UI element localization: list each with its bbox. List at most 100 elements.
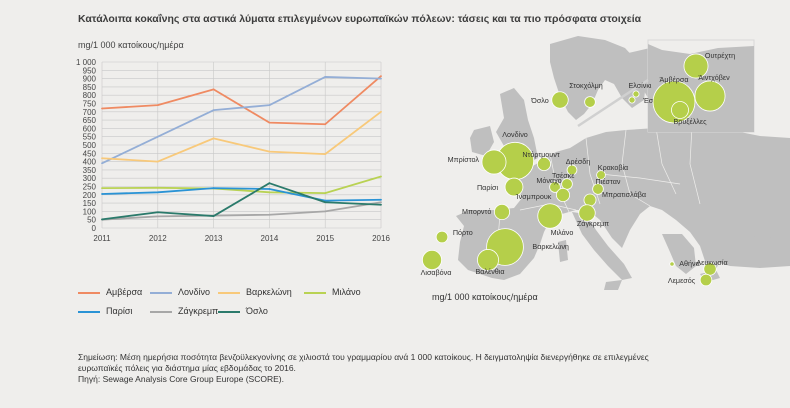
- data-point: [380, 175, 382, 178]
- data-point: [156, 191, 159, 194]
- series-line-Λονδίνο: [101, 76, 382, 165]
- legend-swatch: [218, 291, 240, 294]
- legend-item: Παρίσι: [78, 306, 132, 316]
- data-point: [101, 107, 103, 110]
- series-line-Αμβέρσα: [101, 75, 382, 126]
- city-label: Ελσίνκι: [628, 81, 651, 90]
- city-label: Λισαβόνα: [421, 268, 452, 277]
- series-line-Μιλάνο: [101, 175, 382, 195]
- data-point: [324, 199, 327, 202]
- y-tick-label: 250: [83, 183, 97, 192]
- data-point: [156, 215, 159, 218]
- data-point: [324, 210, 327, 213]
- city-label: Βρυξέλλες: [673, 117, 707, 126]
- series-line-Όσλο: [101, 182, 382, 221]
- y-tick-label: 500: [83, 141, 97, 150]
- y-axis-label: mg/1 000 κατοίκους/ημέρα: [78, 40, 184, 50]
- data-point: [380, 75, 382, 78]
- data-point: [268, 104, 271, 107]
- y-tick-label: 50: [87, 216, 96, 225]
- y-tick-label: 750: [83, 100, 97, 109]
- data-point: [212, 215, 215, 217]
- city-label: Βαλένθια: [475, 267, 504, 276]
- legend-label: Παρίσι: [106, 306, 133, 316]
- y-tick-label: 200: [83, 191, 97, 200]
- city-bubble: [549, 181, 561, 193]
- city-label: Ίνσμπρουκ: [515, 192, 552, 201]
- city-bubble: [551, 91, 569, 109]
- y-tick-label: 700: [83, 108, 97, 117]
- city-bubble: [671, 101, 689, 119]
- city-label: Έσπο: [642, 96, 662, 105]
- y-tick-label: 450: [83, 149, 97, 158]
- x-tick-label: 2013: [205, 234, 223, 243]
- legend-item: Λονδίνο: [150, 287, 210, 297]
- series-line-Βαρκελώνη: [101, 111, 382, 163]
- city-label: Λεμεσός: [668, 276, 696, 285]
- data-point: [324, 153, 327, 156]
- city-bubble: [632, 90, 640, 98]
- city-bubble: [694, 80, 726, 112]
- city-bubble: [628, 96, 636, 104]
- city-label: Ουτρέχτη: [705, 51, 735, 60]
- city-bubble: [504, 177, 524, 197]
- y-tick-label: 350: [83, 166, 97, 175]
- city-bubble: [584, 96, 596, 108]
- y-tick-label: 800: [83, 91, 97, 100]
- city-label: Άιντχόβεν: [698, 73, 730, 82]
- city-label: Άμβέρσα: [660, 75, 689, 84]
- city-bubble: [596, 170, 606, 180]
- data-point: [268, 213, 271, 216]
- city-bubble: [561, 178, 573, 190]
- city-bubble: [566, 164, 578, 176]
- data-point: [380, 203, 382, 206]
- city-label: Μόναχο: [536, 176, 561, 185]
- city-label: Μιλάνο: [551, 228, 574, 237]
- y-tick-label: 300: [83, 174, 97, 183]
- city-label: Μπρίστολ: [448, 155, 480, 164]
- legend-swatch: [150, 291, 172, 294]
- city-bubble: [435, 230, 449, 244]
- city-bubble: [699, 273, 713, 287]
- y-tick-label: 550: [83, 133, 97, 142]
- data-point: [212, 187, 215, 190]
- city-bubble: [592, 183, 604, 195]
- city-label: Βαρκελώνη: [532, 242, 569, 251]
- city-bubble: [477, 249, 499, 271]
- legend-item: Βαρκελώνη: [218, 287, 292, 297]
- y-tick-label: 950: [83, 66, 97, 75]
- y-tick-label: 400: [83, 158, 97, 167]
- data-point: [156, 211, 159, 214]
- x-tick-label: 2012: [149, 234, 167, 243]
- y-tick-label: 150: [83, 199, 97, 208]
- data-point: [268, 191, 271, 194]
- data-point: [268, 121, 271, 124]
- city-bubble: [583, 193, 597, 207]
- city-label: Ντόρτμουντ: [522, 150, 560, 159]
- city-label: Όσλο: [530, 96, 548, 105]
- legend-label: Όσλο: [246, 306, 268, 316]
- city-bubble: [578, 204, 596, 222]
- legend-label: Βαρκελώνη: [246, 287, 292, 297]
- line-chart: 0501001502002503003504004505005506006507…: [76, 58, 390, 243]
- city-label: Μπρατισλάβα: [602, 190, 646, 199]
- note-line-2: ευρωπαϊκές πόλεις για διάστημα μίας εβδο…: [78, 363, 296, 373]
- city-bubble: [481, 149, 507, 175]
- footnote: Σημείωση: Μέση ημερήσια ποσότητα βενζοϋλ…: [78, 352, 718, 385]
- y-tick-label: 0: [92, 224, 97, 233]
- data-point: [101, 187, 103, 190]
- series-line-Παρίσι: [101, 187, 382, 202]
- x-tick-label: 2011: [93, 234, 111, 243]
- city-bubble: [537, 203, 563, 229]
- y-tick-label: 1 000: [76, 58, 97, 67]
- city-label: Αθήνα: [679, 259, 700, 268]
- city-label: Τσέσκε: [552, 171, 575, 180]
- data-point: [156, 135, 159, 138]
- legend-label: Λονδίνο: [178, 287, 211, 297]
- legend-item: Αμβέρσα: [78, 287, 142, 297]
- data-point: [380, 198, 382, 201]
- legend-item: Ζάγκρεμπ: [150, 306, 218, 316]
- city-bubble: [536, 157, 551, 172]
- series-line-Ζάγκρεμπ: [101, 201, 382, 221]
- city-bubbles: Λονδίνο Μπρίστολ Παρίσι Ντόρτμουντ Δρέσδη Κρα…: [421, 51, 735, 287]
